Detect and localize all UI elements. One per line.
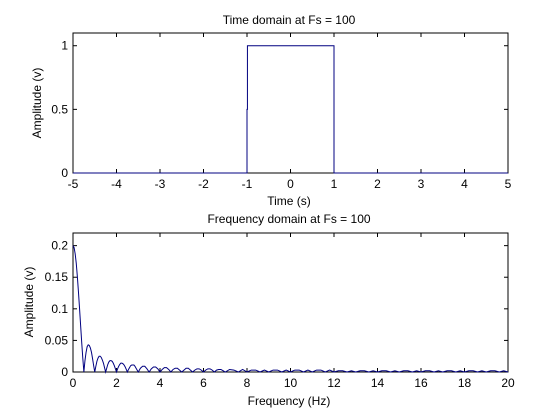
time-domain-title: Time domain at Fs = 100: [223, 13, 356, 27]
frequency-domain-xtick-label: 6: [200, 376, 207, 390]
frequency-domain-xtick-label: 10: [284, 376, 298, 390]
frequency-domain-plot-area: [72, 232, 509, 373]
frequency-domain-series-line: [72, 245, 509, 374]
frequency-domain-xtick-label: 12: [327, 376, 341, 390]
time-domain-xtick-label: 3: [418, 177, 425, 191]
time-domain-ytick-label: 0.5: [51, 102, 68, 116]
frequency-domain-ylabel: Amplitude (v): [22, 267, 36, 338]
frequency-domain-xtick-label: 14: [371, 376, 385, 390]
time-domain-series-line: [73, 45, 508, 174]
time-domain-ticks: -5 -4 -3 -2 -1 0 1 2 3 4 5 0 0.5 1: [51, 33, 512, 191]
frequency-domain-xlabel: Frequency (Hz): [248, 394, 331, 408]
frequency-domain-ytick-label: 0.1: [51, 302, 68, 316]
frequency-domain-title: Frequency domain at Fs = 100: [207, 212, 370, 226]
frequency-domain-xtick-label: 20: [501, 376, 515, 390]
time-domain-xtick-label: 1: [331, 177, 338, 191]
time-domain-ytick-label: 0: [61, 166, 68, 180]
time-domain-xtick-label: 4: [461, 177, 468, 191]
frequency-domain-ytick-label: 0.15: [45, 270, 69, 284]
frequency-domain-ytick-label: 0: [61, 365, 68, 379]
time-domain-plot-area: [72, 32, 509, 174]
time-domain-xtick-label: -5: [68, 177, 79, 191]
time-domain-xtick-label: -1: [242, 177, 253, 191]
frequency-domain-ytick-label: 0.2: [51, 239, 68, 253]
time-domain-xtick-label: 5: [505, 177, 512, 191]
time-domain-xtick-label: 0: [287, 177, 294, 191]
time-domain-xtick-label: -3: [155, 177, 166, 191]
frequency-domain-xtick-label: 2: [113, 376, 120, 390]
frequency-domain-xtick-label: 4: [157, 376, 164, 390]
frequency-domain-xtick-label: 18: [458, 376, 472, 390]
frequency-domain-ytick-label: 0.05: [45, 333, 69, 347]
time-domain-xtick-label: 2: [374, 177, 381, 191]
frequency-domain-xtick-label: 16: [414, 376, 428, 390]
time-domain-xtick-label: -2: [198, 177, 209, 191]
frequency-domain-subplot: Frequency domain at Fs = 100 0 2 4 6 8 10 12 14…: [22, 212, 515, 408]
time-domain-ylabel: Amplitude (v): [30, 68, 44, 139]
time-domain-subplot: Time domain at Fs = 100 -5 -4 -3 -2 -1 0 1 2 3 4 5…: [30, 13, 512, 208]
frequency-domain-xtick-label: 8: [244, 376, 251, 390]
time-domain-xlabel: Time (s): [267, 194, 311, 208]
time-domain-xtick-label: -4: [111, 177, 122, 191]
frequency-domain-xtick-label: 0: [70, 376, 77, 390]
time-domain-ytick-label: 1: [61, 39, 68, 53]
frequency-domain-ticks: 0 2 4 6 8 10 12 14 16 18 20 0 0.05 0.1 0.15 0.2: [45, 233, 515, 390]
